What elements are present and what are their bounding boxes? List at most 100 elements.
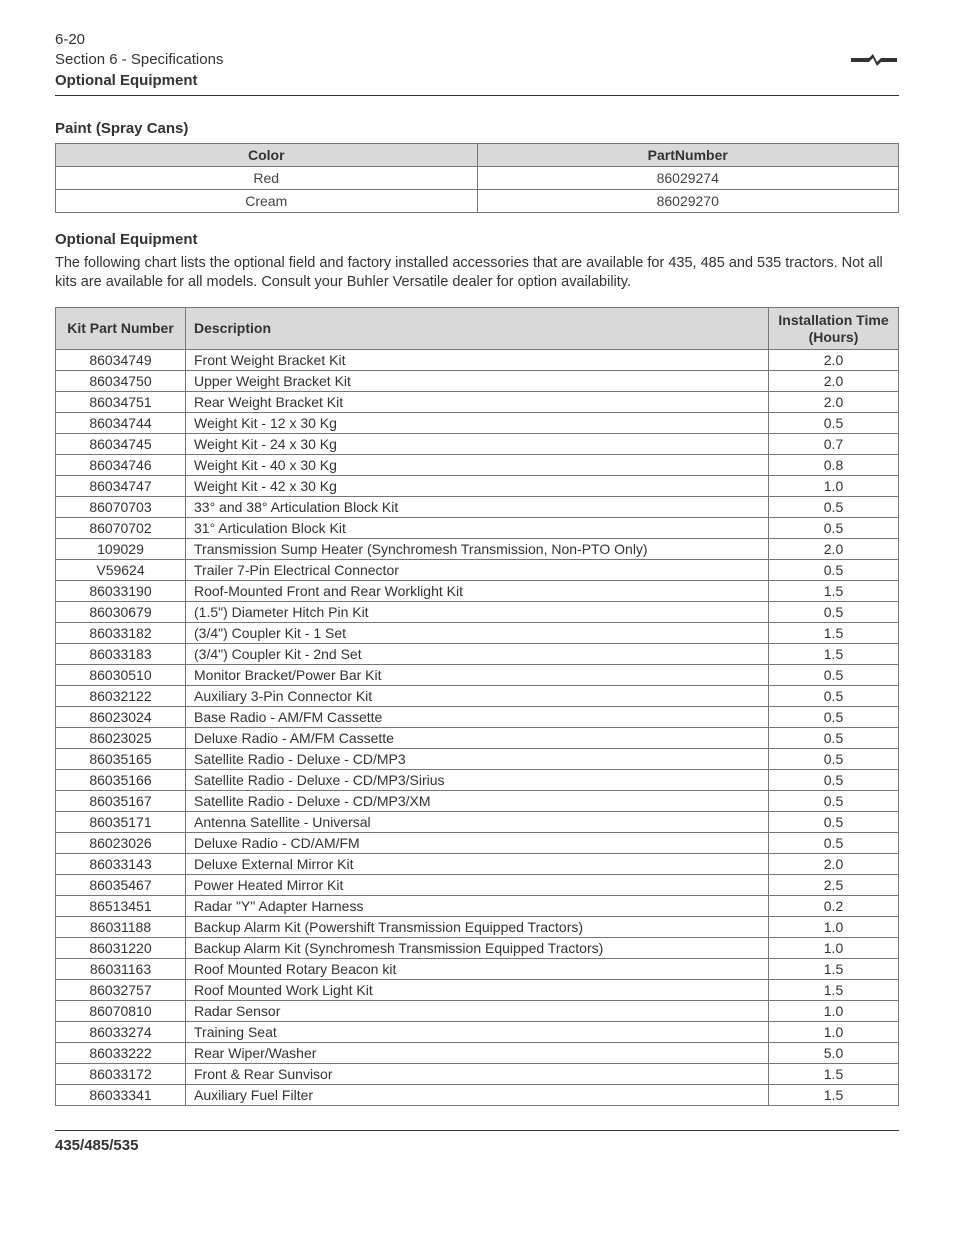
cell-time: 0.5 — [769, 686, 899, 707]
table-row: 86034747Weight Kit - 42 x 30 Kg1.0 — [56, 476, 899, 497]
page-header: 6-20 Section 6 - Specifications Optional… — [55, 30, 899, 96]
table-row: 86033274Training Seat1.0 — [56, 1022, 899, 1043]
cell-time: 1.5 — [769, 623, 899, 644]
optional-intro: The following chart lists the optional f… — [55, 254, 899, 293]
cell-part: 109029 — [56, 539, 186, 560]
cell-part: 86035166 — [56, 770, 186, 791]
cell-desc: Weight Kit - 42 x 30 Kg — [186, 476, 769, 497]
cell-part: 86033172 — [56, 1064, 186, 1085]
page: 6-20 Section 6 - Specifications Optional… — [0, 0, 954, 1184]
col-description: Description — [186, 307, 769, 350]
cell-desc: Satellite Radio - Deluxe - CD/MP3/XM — [186, 791, 769, 812]
footer-models: 435/485/535 — [55, 1137, 138, 1154]
cell-desc: 31° Articulation Block Kit — [186, 518, 769, 539]
cell-time: 0.8 — [769, 455, 899, 476]
cell-time: 1.5 — [769, 581, 899, 602]
table-row: 86034744Weight Kit - 12 x 30 Kg0.5 — [56, 413, 899, 434]
table-row: 86023025Deluxe Radio - AM/FM Cassette0.5 — [56, 728, 899, 749]
cell-part: 86023024 — [56, 707, 186, 728]
cell-desc: (3/4") Coupler Kit - 2nd Set — [186, 644, 769, 665]
cell-desc: (1.5") Diameter Hitch Pin Kit — [186, 602, 769, 623]
cell-part: 86033183 — [56, 644, 186, 665]
cell-time: 0.5 — [769, 497, 899, 518]
cell-desc: Roof-Mounted Front and Rear Worklight Ki… — [186, 581, 769, 602]
cell-time: 0.5 — [769, 665, 899, 686]
cell-desc: Monitor Bracket/Power Bar Kit — [186, 665, 769, 686]
cell-time: 0.5 — [769, 833, 899, 854]
cell-desc: Radar Sensor — [186, 1001, 769, 1022]
table-row: 86033182(3/4") Coupler Kit - 1 Set1.5 — [56, 623, 899, 644]
cell-part: 86032122 — [56, 686, 186, 707]
cell-part: 86033182 — [56, 623, 186, 644]
cell-desc: Training Seat — [186, 1022, 769, 1043]
col-partnumber: PartNumber — [477, 143, 899, 166]
table-row: 86034750Upper Weight Bracket Kit2.0 — [56, 371, 899, 392]
table-row: 86023026Deluxe Radio - CD/AM/FM0.5 — [56, 833, 899, 854]
equipment-table: Kit Part Number Description Installation… — [55, 307, 899, 1107]
cell-part: 86030510 — [56, 665, 186, 686]
cell-desc: Transmission Sump Heater (Synchromesh Tr… — [186, 539, 769, 560]
cell-part: 86033274 — [56, 1022, 186, 1043]
cell-desc: Satellite Radio - Deluxe - CD/MP3 — [186, 749, 769, 770]
cell-part: 86029274 — [477, 166, 899, 189]
cell-time: 2.0 — [769, 854, 899, 875]
page-number: 6-20 — [55, 30, 223, 50]
table-row: 86035165Satellite Radio - Deluxe - CD/MP… — [56, 749, 899, 770]
cell-desc: Deluxe Radio - CD/AM/FM — [186, 833, 769, 854]
paint-heading: Paint (Spray Cans) — [55, 120, 899, 137]
table-row: 86033183(3/4") Coupler Kit - 2nd Set1.5 — [56, 644, 899, 665]
cell-desc: Front & Rear Sunvisor — [186, 1064, 769, 1085]
table-row: 86033222Rear Wiper/Washer5.0 — [56, 1043, 899, 1064]
cell-part: 86029270 — [477, 189, 899, 212]
cell-time: 0.2 — [769, 896, 899, 917]
table-row: 109029Transmission Sump Heater (Synchrom… — [56, 539, 899, 560]
cell-part: 86023025 — [56, 728, 186, 749]
cell-time: 0.5 — [769, 812, 899, 833]
cell-desc: Backup Alarm Kit (Powershift Transmissio… — [186, 917, 769, 938]
cell-desc: Trailer 7-Pin Electrical Connector — [186, 560, 769, 581]
table-row: Red86029274 — [56, 166, 899, 189]
table-row: 8607070333° and 38° Articulation Block K… — [56, 497, 899, 518]
table-row: 86030679(1.5") Diameter Hitch Pin Kit0.5 — [56, 602, 899, 623]
col-color: Color — [56, 143, 478, 166]
cell-time: 1.0 — [769, 938, 899, 959]
table-row: 86035171Antenna Satellite - Universal0.5 — [56, 812, 899, 833]
table-row: 86033341Auxiliary Fuel Filter1.5 — [56, 1085, 899, 1106]
cell-time: 2.0 — [769, 539, 899, 560]
cell-desc: Weight Kit - 12 x 30 Kg — [186, 413, 769, 434]
cell-time: 0.5 — [769, 791, 899, 812]
table-row: 86034745Weight Kit - 24 x 30 Kg0.7 — [56, 434, 899, 455]
cell-time: 0.5 — [769, 770, 899, 791]
cell-color: Red — [56, 166, 478, 189]
cell-color: Cream — [56, 189, 478, 212]
cell-part: 86034745 — [56, 434, 186, 455]
cell-desc: Base Radio - AM/FM Cassette — [186, 707, 769, 728]
cell-time: 2.0 — [769, 392, 899, 413]
cell-desc: Satellite Radio - Deluxe - CD/MP3/Sirius — [186, 770, 769, 791]
cell-part: 86030679 — [56, 602, 186, 623]
cell-desc: Weight Kit - 24 x 30 Kg — [186, 434, 769, 455]
cell-part: 86035467 — [56, 875, 186, 896]
table-row: 86034749Front Weight Bracket Kit2.0 — [56, 350, 899, 371]
cell-part: 86032757 — [56, 980, 186, 1001]
cell-time: 1.5 — [769, 1064, 899, 1085]
cell-desc: Antenna Satellite - Universal — [186, 812, 769, 833]
table-row: 86035467Power Heated Mirror Kit2.5 — [56, 875, 899, 896]
cell-desc: Weight Kit - 40 x 30 Kg — [186, 455, 769, 476]
cell-part: 86070810 — [56, 1001, 186, 1022]
cell-part: 86034747 — [56, 476, 186, 497]
cell-part: 86031220 — [56, 938, 186, 959]
col-kit-part: Kit Part Number — [56, 307, 186, 350]
cell-part: 86033143 — [56, 854, 186, 875]
table-header-row: Color PartNumber — [56, 143, 899, 166]
cell-desc: Backup Alarm Kit (Synchromesh Transmissi… — [186, 938, 769, 959]
cell-desc: Front Weight Bracket Kit — [186, 350, 769, 371]
paint-table: Color PartNumber Red86029274Cream8602927… — [55, 143, 899, 213]
cell-time: 5.0 — [769, 1043, 899, 1064]
cell-desc: Roof Mounted Work Light Kit — [186, 980, 769, 1001]
table-row: 8607070231° Articulation Block Kit0.5 — [56, 518, 899, 539]
table-row: Cream86029270 — [56, 189, 899, 212]
cell-time: 2.5 — [769, 875, 899, 896]
cell-part: 86033190 — [56, 581, 186, 602]
cell-desc: Rear Wiper/Washer — [186, 1043, 769, 1064]
